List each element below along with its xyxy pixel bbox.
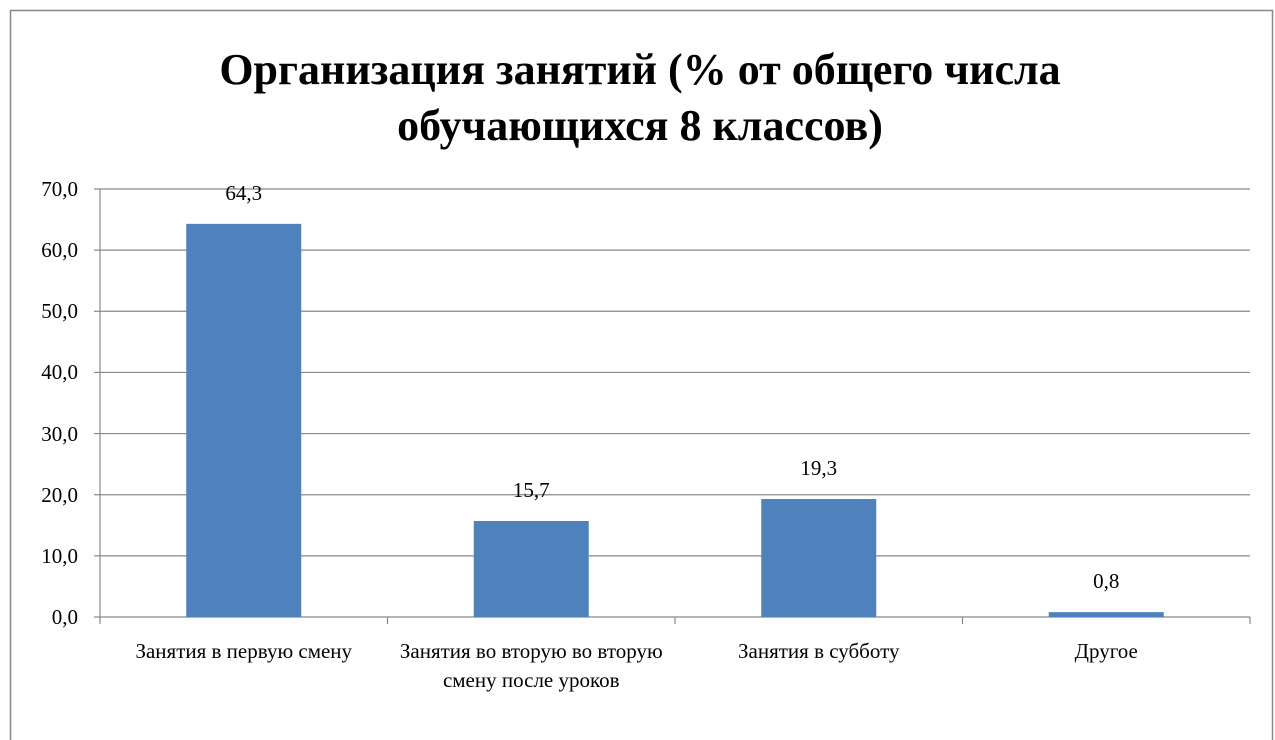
y-tick-label: 30,0 [41, 421, 78, 446]
bar [186, 223, 302, 617]
y-tick-label: 40,0 [41, 360, 78, 385]
y-tick-label: 0,0 [51, 605, 78, 629]
x-tick-label: Другое [1074, 639, 1138, 663]
y-tick-label: 10,0 [41, 543, 78, 568]
y-tick-label: 60,0 [41, 238, 78, 263]
x-tick-label: Занятия во вторую во вторую смену после … [399, 639, 663, 692]
y-tick-label: 50,0 [41, 299, 78, 324]
y-tick-label: 70,0 [41, 177, 78, 201]
bar [473, 521, 589, 617]
bar [1048, 612, 1164, 617]
y-tick-label: 20,0 [41, 482, 78, 507]
data-label: 19,3 [800, 455, 838, 480]
x-tick-label: Занятия в первую смену [135, 639, 353, 663]
bar [761, 498, 877, 617]
data-label: 0,8 [1093, 569, 1120, 594]
chart-title: Организация занятий (% от общего числа о… [219, 45, 1061, 150]
chart-frame [9, 9, 1274, 740]
data-label: 15,7 [512, 478, 550, 502]
x-tick-label: Занятия в субботу [738, 639, 900, 663]
data-label: 64,3 [225, 180, 263, 205]
